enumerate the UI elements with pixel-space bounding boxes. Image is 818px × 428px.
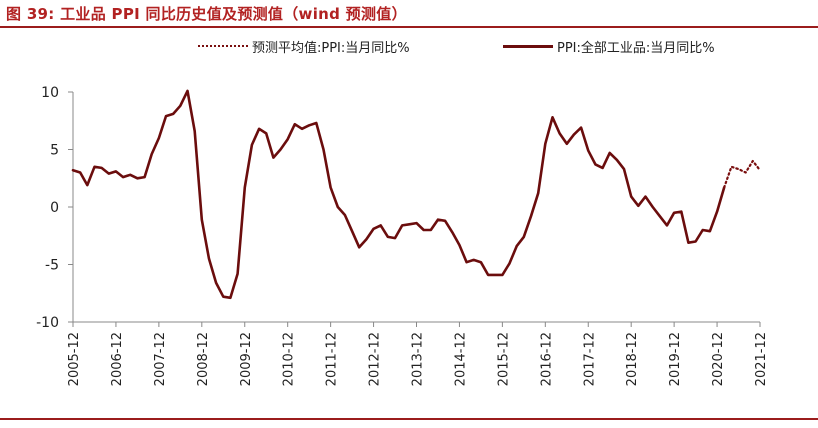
x-tick-label: 2006-12 xyxy=(110,332,125,386)
x-tick-label: 2015-12 xyxy=(496,332,511,386)
x-tick-label: 2005-12 xyxy=(67,332,82,386)
x-tick-label: 2019-12 xyxy=(668,332,683,386)
legend-actual-swatch xyxy=(503,44,553,48)
y-tick-label: -5 xyxy=(45,258,59,274)
x-tick-label: 2008-12 xyxy=(196,332,211,386)
legend-forecast-swatch xyxy=(198,45,248,47)
y-tick-label: 0 xyxy=(50,200,59,216)
x-tick-label: 2016-12 xyxy=(539,332,554,386)
legend-actual: PPI:全部工业品:当月同比% xyxy=(503,37,715,56)
actual-series-line xyxy=(71,89,726,300)
x-tick-label: 2018-12 xyxy=(625,332,640,386)
x-tick-label: 2012-12 xyxy=(368,332,383,386)
forecast-series-line xyxy=(723,159,762,189)
y-tick-label: 10 xyxy=(41,85,59,101)
x-tick-label: 2017-12 xyxy=(582,332,597,386)
legend-forecast: 预测平均值:PPI:当月同比% xyxy=(198,37,410,56)
legend-actual-label: PPI:全部工业品:当月同比% xyxy=(557,40,715,56)
x-tick-label: 2007-12 xyxy=(153,332,168,386)
figure-title: 图 39: 工业品 PPI 同比历史值及预测值（wind 预测值） xyxy=(6,5,407,23)
top-rule xyxy=(0,26,818,28)
legend-forecast-label: 预测平均值:PPI:当月同比% xyxy=(252,40,410,56)
x-tick-label: 2013-12 xyxy=(411,332,426,386)
y-tick-label: -10 xyxy=(36,315,59,331)
x-tick-label: 2020-12 xyxy=(711,332,726,386)
x-tick-label: 2021-12 xyxy=(754,332,769,386)
y-tick-label: 5 xyxy=(50,143,59,159)
x-tick-label: 2009-12 xyxy=(239,332,254,386)
x-tick-label: 2011-12 xyxy=(325,332,340,386)
x-tick-label: 2010-12 xyxy=(282,332,297,386)
bottom-rule xyxy=(0,418,818,420)
x-tick-label: 2014-12 xyxy=(453,332,468,386)
